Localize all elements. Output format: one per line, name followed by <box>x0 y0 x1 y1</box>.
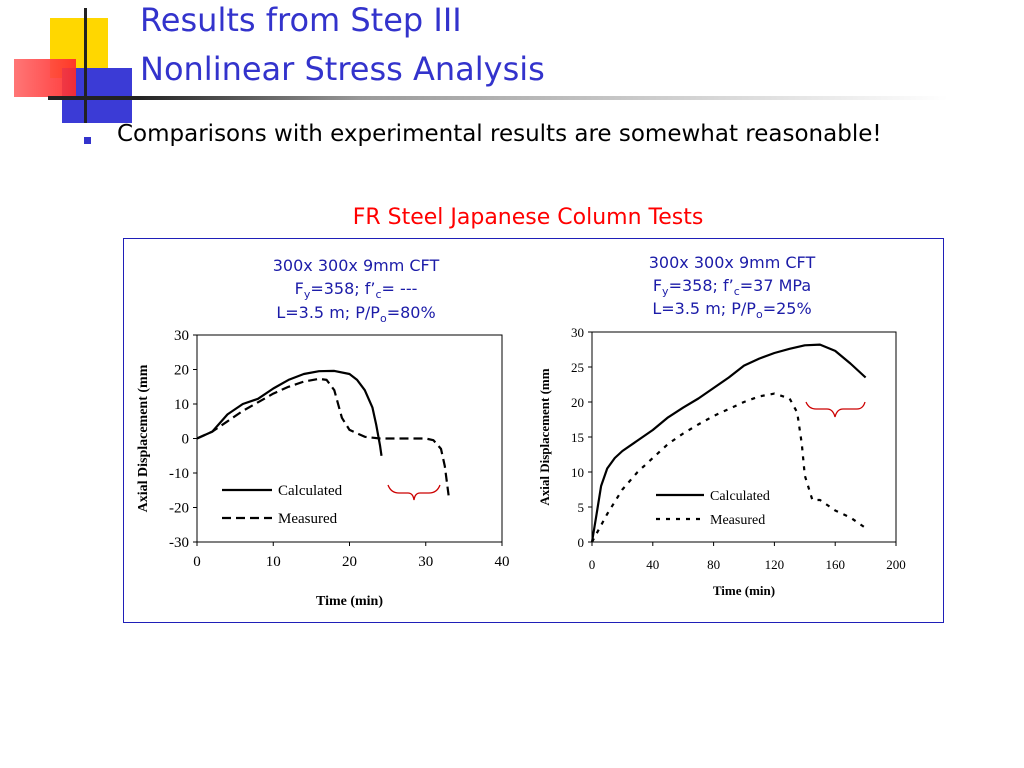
chart2-annotation-brace <box>805 401 866 418</box>
chart1-legend-label-measured: Measured <box>278 511 338 527</box>
chart1-series-calculated <box>196 369 383 456</box>
chart2-ytick-label: 10 <box>571 465 584 480</box>
slide-title-line2: Nonlinear Stress Analysis <box>140 50 545 88</box>
figure-title: FR Steel Japanese Column Tests <box>352 205 704 230</box>
deco-red-square <box>14 59 76 97</box>
figure-panel <box>123 238 944 623</box>
chart1-ytick-label: 10 <box>174 397 189 413</box>
chart1-caption-line2: Fy=358; f’c= --- <box>295 279 418 301</box>
chart1-ytick-label: 30 <box>174 328 189 344</box>
chart1-ytick-label: -30 <box>169 535 189 551</box>
chart2-ytick-label: 25 <box>571 360 584 375</box>
chart2-y-axis-label: Axial Displacement (mm <box>537 368 552 505</box>
chart2-xtick-label: 160 <box>825 557 845 572</box>
chart2-xtick-label: 0 <box>589 557 596 572</box>
chart2-caption-line2: Fy=358; f’c=37 MPa <box>653 276 811 298</box>
chart2-xtick-label: 40 <box>646 557 659 572</box>
bullet-marker <box>84 137 91 144</box>
chart1-annotation-brace <box>387 484 441 501</box>
chart2-caption-line3: L=3.5 m; P/Po=25% <box>652 299 811 321</box>
chart1-caption-line3: L=3.5 m; P/Po=80% <box>276 303 435 325</box>
chart2-series-calculated <box>590 343 867 543</box>
chart2-ytick-label: 5 <box>578 500 585 515</box>
deco-horizontal-rule <box>48 96 948 100</box>
chart1-ytick-label: 20 <box>174 363 189 379</box>
chart2-x-axis-label: Time (min) <box>713 583 775 598</box>
chart2-caption-line1: 300x 300x 9mm CFT <box>649 253 816 272</box>
chart1-xtick-label: 20 <box>342 554 357 570</box>
chart2-xtick-label: 200 <box>886 557 906 572</box>
chart1-xtick-label: 40 <box>495 554 510 570</box>
chart1-ytick-label: 0 <box>182 432 190 448</box>
chart1-series-measured <box>196 377 450 496</box>
chart2-ytick-label: 15 <box>571 430 584 445</box>
chart2-ytick-label: 0 <box>578 535 585 550</box>
chart1-y-axis-label: Axial Displacement (mm <box>136 364 151 512</box>
chart1-xtick-label: 10 <box>266 554 281 570</box>
chart1-x-axis-label: Time (min) <box>316 594 383 609</box>
chart1-xtick-label: 0 <box>193 554 201 570</box>
chart1-xtick-label: 30 <box>418 554 433 570</box>
chart2-ytick-label: 20 <box>571 395 584 410</box>
chart2-legend-label-measured: Measured <box>710 513 765 528</box>
deco-vertical-rule <box>84 8 87 123</box>
chart1-legend-label-calculated: Calculated <box>278 483 343 499</box>
chart1-ytick-label: -10 <box>169 466 189 482</box>
bullet-text: Comparisons with experimental results ar… <box>117 121 882 147</box>
chart2-legend-label-calculated: Calculated <box>710 489 770 504</box>
chart2-ytick-label: 30 <box>571 325 584 340</box>
chart2-plot: 30 25 20 15 10 5 00 40 80 120 160 200 Time (min) Axia… <box>537 325 906 598</box>
chart1-plot-frame <box>196 334 503 543</box>
chart2-series-measured <box>591 392 867 543</box>
chart2-xtick-label: 80 <box>707 557 720 572</box>
slide-title-line1: Results from Step III <box>140 1 462 39</box>
chart2-xtick-label: 120 <box>765 557 785 572</box>
chart1-caption-line1: 300x 300x 9mm CFT <box>273 256 440 275</box>
chart1-ytick-label: -20 <box>169 501 189 517</box>
